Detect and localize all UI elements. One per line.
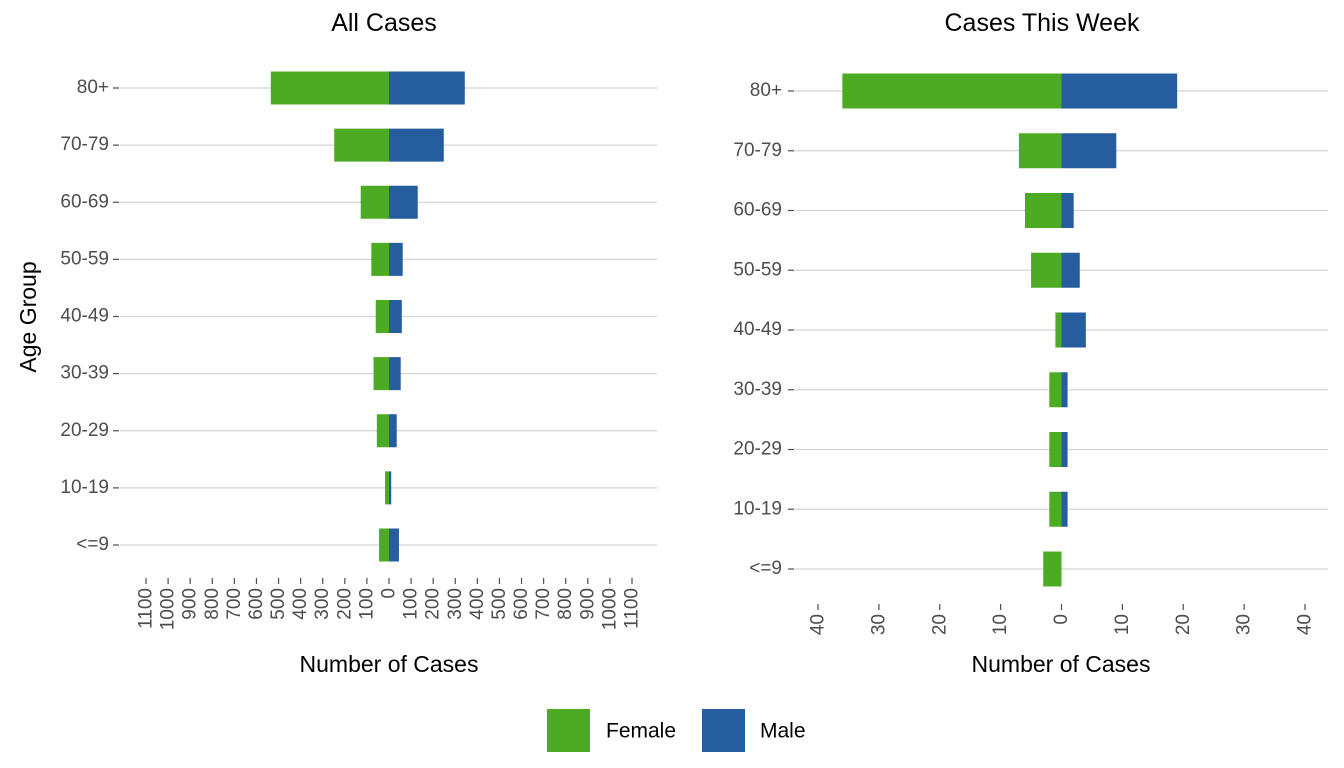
y-tick-label: 60-69 [733,200,782,221]
x-tick-label: 600 [246,588,267,620]
y-tick-label: 80+ [750,80,782,101]
bar-female [371,242,389,276]
x-tick-label: 20 [1173,614,1194,635]
bar-male [389,242,403,276]
bar-female [375,300,389,333]
y-tick-label: 20-29 [733,439,782,460]
y-tick-label: 10-19 [733,498,782,519]
legend-swatch-female [547,709,590,752]
x-tick-label: 20 [929,614,950,635]
x-axis-title: Number of Cases [300,651,479,677]
legend-swatch-male [702,709,745,752]
y-tick-label: 70-79 [60,134,109,155]
x-tick-label: 0 [1051,614,1072,625]
y-tick-label: 10-19 [60,477,109,498]
x-tick-label: 40 [1295,614,1316,635]
bar-male [1061,193,1074,228]
bar-male [1061,133,1117,169]
bar-male [389,128,444,162]
x-tick-label: 500 [268,588,289,620]
bar-male [389,300,402,333]
x-tick-label: 300 [312,588,333,620]
x-tick-label: 900 [577,588,598,620]
y-tick-label: 50-59 [733,259,782,280]
x-tick-label: 900 [180,588,201,620]
x-tick-label: 600 [511,588,532,620]
y-tick-label: <=9 [749,558,782,579]
y-tick-label: 40-49 [60,306,109,327]
y-tick-label: 80+ [77,77,109,98]
x-tick-label: 400 [290,588,311,620]
bar-male [389,357,401,391]
bar-female [842,73,1062,109]
bar-male [389,71,465,105]
bar-female [1043,551,1062,587]
x-tick-label: 800 [555,588,576,620]
bar-female [1024,193,1062,228]
bar-male [1061,372,1068,408]
bar-male [389,414,397,448]
bar-male [1061,252,1080,288]
legend-label-male: Male [760,720,806,743]
x-tick-label: 1000 [158,588,179,630]
x-tick-label: 700 [224,588,245,620]
x-tick-label: 10 [1112,614,1133,635]
y-axis-title: Age Group [15,261,41,372]
bar-female [1018,133,1062,169]
cases-this-week-panel: Cases This Week <=9 10-19 20-29 30-39 40-49 5… [733,9,1328,677]
bar-female [1049,432,1062,467]
x-tick-label: 700 [533,588,554,620]
bar-male [389,528,399,562]
x-tick-label: 300 [445,588,466,620]
chart-title: All Cases [331,9,437,37]
x-tick-label: 1100 [622,588,643,629]
x-tick-label: 200 [423,588,444,620]
x-tick-label: 100 [401,588,422,620]
bar-female [360,185,389,219]
y-tick-label: 70-79 [733,140,782,161]
bar-female [270,71,389,105]
x-tick-label: 800 [202,588,223,620]
y-tick-label: 50-59 [60,248,109,269]
x-axis-title: Number of Cases [972,651,1151,677]
bar-female [1049,372,1062,408]
x-tick-label: 0 [379,588,400,599]
bar-female [1031,252,1062,288]
x-tick-label: 40 [808,614,829,635]
bar-male [1061,312,1086,348]
bar-female [1049,491,1062,527]
x-tick-label: 400 [467,588,488,620]
chart-title: Cases This Week [945,9,1140,37]
y-tick-label: 20-29 [60,420,109,441]
bar-female [379,528,389,562]
bar-male [389,471,392,505]
y-tick-label: 30-39 [733,379,782,400]
bar-male [1061,491,1068,527]
x-tick-label: 1000 [599,588,620,630]
bar-male [1061,432,1068,467]
bar-male [389,185,418,219]
y-tick-label: <=9 [76,534,109,555]
all-cases-panel: All Cases <=9 10-19 20-29 30-39 40-49 50-59 60… [15,9,657,677]
bar-female [373,357,389,391]
bar-female [334,128,389,162]
bar-female [1055,312,1062,348]
legend: Female Male [547,709,806,752]
y-tick-label: 60-69 [60,191,109,212]
bar-male [1061,73,1178,109]
x-tick-label: 100 [356,588,377,620]
y-tick-label: 40-49 [733,319,782,340]
x-tick-label: 30 [1234,614,1255,635]
x-tick-label: 1100 [136,588,157,629]
x-tick-label: 30 [868,614,889,635]
legend-label-female: Female [606,720,676,743]
x-tick-label: 500 [489,588,510,620]
y-tick-label: 30-39 [60,363,109,384]
bar-female [376,414,389,448]
bar-female [385,471,389,505]
x-tick-label: 200 [334,588,355,620]
x-tick-label: 10 [990,614,1011,635]
